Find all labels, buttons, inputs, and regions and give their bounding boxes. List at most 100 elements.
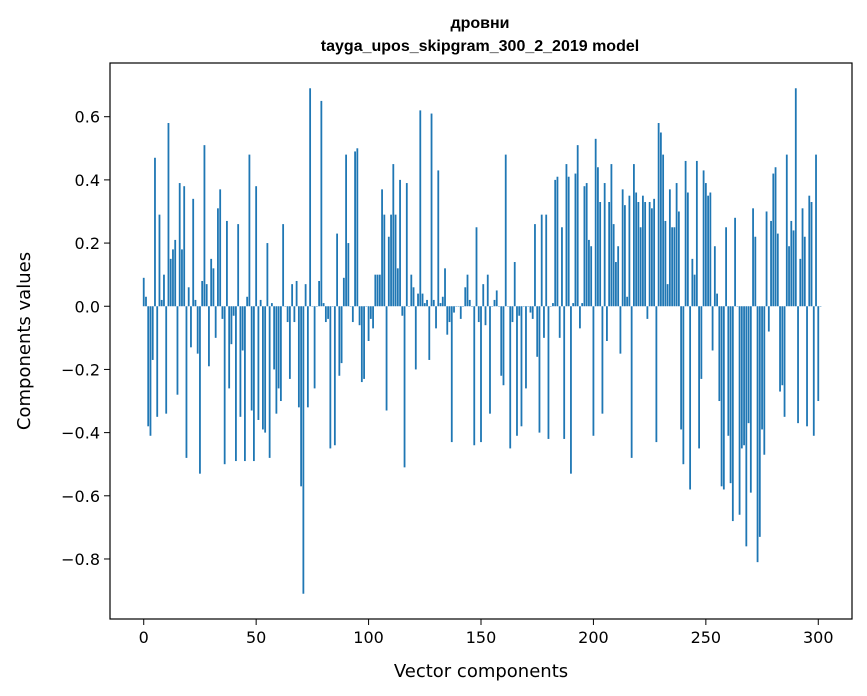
bar-206 xyxy=(606,306,608,341)
bar-300 xyxy=(817,306,820,402)
bar-150 xyxy=(480,306,482,443)
bar-290 xyxy=(794,88,797,307)
chart-title: дровни xyxy=(450,15,509,32)
bar-254 xyxy=(713,246,716,307)
bar-19 xyxy=(185,306,188,458)
bar-157 xyxy=(495,290,498,307)
bar-40 xyxy=(232,306,235,316)
bar-224 xyxy=(646,306,649,319)
bar-289 xyxy=(792,230,795,307)
bar-98 xyxy=(363,306,365,379)
bar-28 xyxy=(205,284,208,307)
bar-54 xyxy=(264,306,267,433)
bar-16 xyxy=(178,183,181,307)
bar-195 xyxy=(581,303,584,307)
bar-156 xyxy=(493,299,496,307)
bar-47 xyxy=(248,154,251,307)
bar-240 xyxy=(682,306,685,465)
bar-87 xyxy=(338,306,341,376)
bar-266 xyxy=(740,306,743,449)
bar-243 xyxy=(689,306,692,490)
bar-21 xyxy=(190,306,192,348)
y-tick-label: 0.2 xyxy=(75,234,100,253)
bar-53 xyxy=(262,306,264,430)
bar-105 xyxy=(378,274,381,307)
bar-25 xyxy=(199,306,201,474)
bar-226 xyxy=(650,208,653,307)
bar-120 xyxy=(412,287,415,307)
bar-7 xyxy=(158,214,161,307)
bar-148 xyxy=(475,227,478,307)
bar-214 xyxy=(624,205,626,307)
bar-134 xyxy=(444,268,446,307)
bar-269 xyxy=(747,306,750,424)
bar-229 xyxy=(657,123,660,307)
y-axis-ticks: −0.8 −0.6 −0.4 −0.2 0.0 0.2 0.4 0.6 xyxy=(61,108,110,569)
bar-93 xyxy=(351,306,354,323)
bar-32 xyxy=(214,306,217,338)
bar-26 xyxy=(201,280,204,307)
bar-143 xyxy=(464,287,467,307)
bar-292 xyxy=(799,258,802,307)
bar-168 xyxy=(520,306,523,427)
bar-250 xyxy=(704,183,707,307)
bar-61 xyxy=(279,306,282,402)
bar-44 xyxy=(241,306,244,351)
bar-60 xyxy=(277,306,280,389)
bar-237 xyxy=(675,183,678,307)
bar-194 xyxy=(579,306,581,329)
bar-189 xyxy=(567,176,570,307)
bar-57 xyxy=(270,303,273,307)
bar-278 xyxy=(767,306,770,332)
bar-225 xyxy=(648,202,651,307)
bar-29 xyxy=(208,306,210,367)
bar-249 xyxy=(702,170,705,307)
bar-128 xyxy=(430,113,433,307)
bar-182 xyxy=(552,303,554,307)
bar-56 xyxy=(268,306,271,458)
bar-297 xyxy=(810,202,813,307)
bar-31 xyxy=(212,268,215,307)
bar-245 xyxy=(693,274,696,307)
bar-262 xyxy=(731,306,734,522)
bar-247 xyxy=(698,306,700,449)
bar-50 xyxy=(255,186,258,307)
bar-43 xyxy=(239,306,242,417)
y-tick-label: −0.4 xyxy=(61,424,100,443)
bar-22 xyxy=(192,198,195,307)
bar-79 xyxy=(320,100,323,307)
bar-95 xyxy=(356,148,359,307)
bar-91 xyxy=(347,243,350,307)
bar-114 xyxy=(399,179,401,307)
bar-288 xyxy=(790,220,793,307)
bar-298 xyxy=(812,306,815,436)
bar-201 xyxy=(594,138,597,307)
bar-39 xyxy=(230,306,233,345)
bar-122 xyxy=(417,293,419,307)
bar-86 xyxy=(336,233,338,307)
bar-235 xyxy=(671,227,674,307)
bar-270 xyxy=(749,306,752,493)
bar-138 xyxy=(453,306,455,313)
bar-52 xyxy=(259,299,262,307)
bar-275 xyxy=(761,306,763,430)
bar-90 xyxy=(345,154,347,307)
bar-209 xyxy=(612,224,615,307)
bar-192 xyxy=(574,173,577,307)
bar-246 xyxy=(695,160,698,307)
bar-286 xyxy=(785,154,788,307)
bar-259 xyxy=(725,227,727,307)
bar-152 xyxy=(484,306,487,326)
bar-258 xyxy=(722,306,725,490)
bar-218 xyxy=(633,164,635,307)
bar-241 xyxy=(684,160,687,307)
bar-17 xyxy=(181,249,183,307)
bar-136 xyxy=(448,306,451,323)
bar-164 xyxy=(511,306,514,323)
bar-10 xyxy=(165,306,168,414)
bar-55 xyxy=(266,243,269,307)
bar-111 xyxy=(392,164,395,307)
bar-282 xyxy=(776,233,779,307)
bar-173 xyxy=(531,306,534,319)
bar-69 xyxy=(297,306,300,408)
